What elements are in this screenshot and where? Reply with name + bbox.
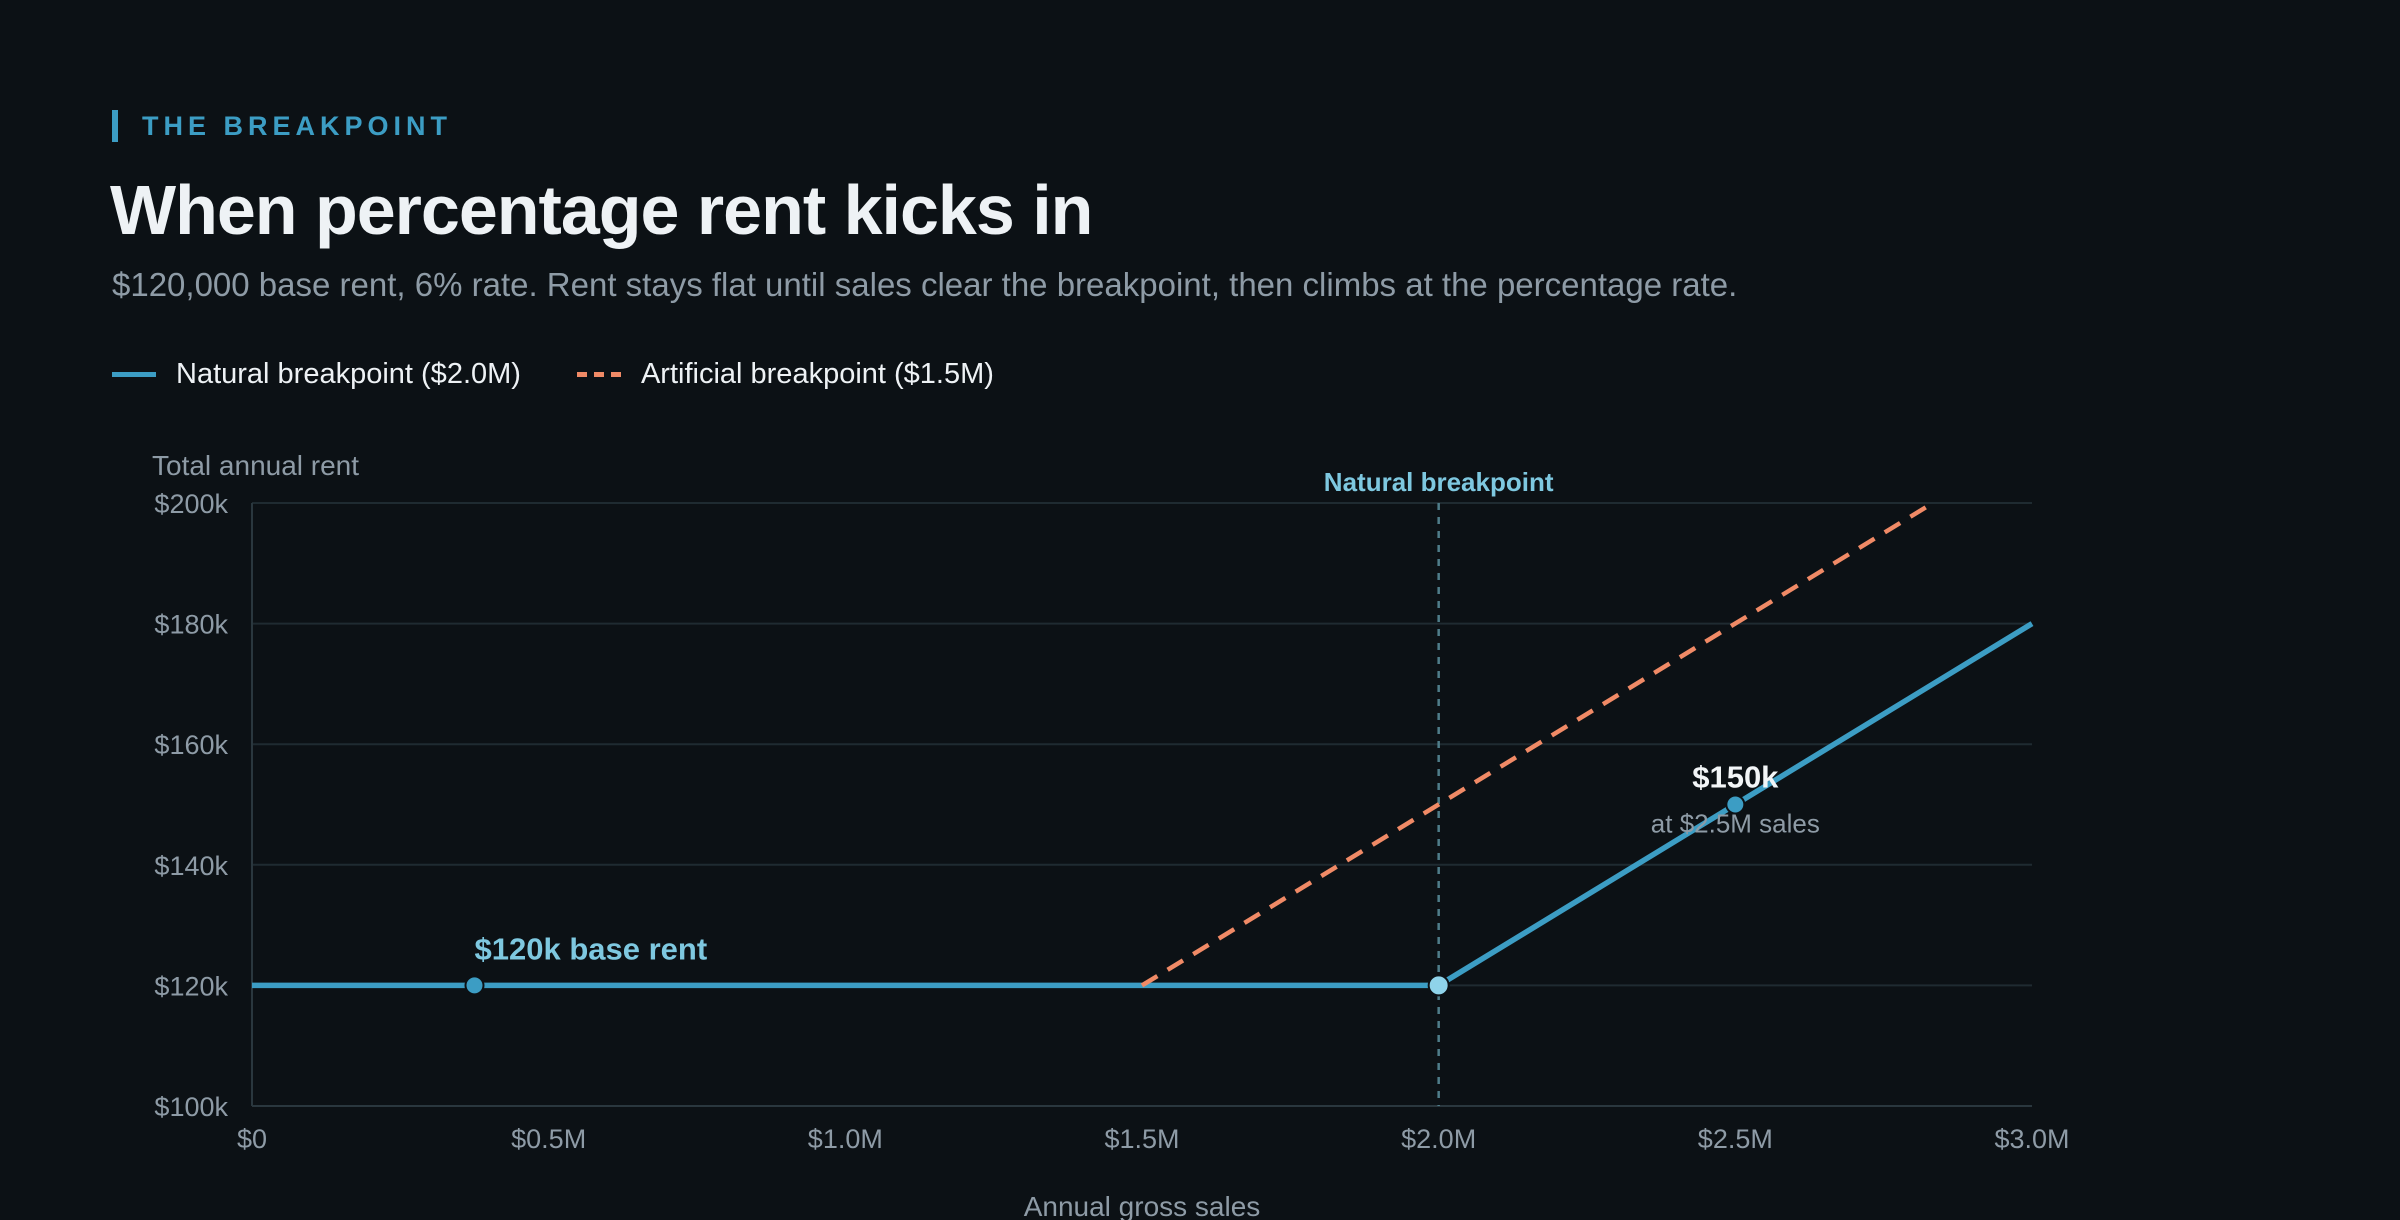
x-tick-label: $2.5M <box>1698 1124 1773 1154</box>
data-point <box>1427 974 1450 997</box>
legend-label: Artificial breakpoint ($1.5M) <box>640 358 994 390</box>
x-tick-label: $0 <box>237 1124 267 1154</box>
chart-title: When percentage rent kicks in <box>110 171 1093 249</box>
legend-swatch-solid <box>112 372 156 377</box>
value-annotation-sublabel: at $2.5M sales <box>1651 809 1820 839</box>
chart-subtitle: $120,000 base rent, 6% rate. Rent stays … <box>112 266 1738 303</box>
legend-item-natural: Natural breakpoint ($2.0M) <box>112 358 521 391</box>
y-tick-label: $160k <box>154 730 228 760</box>
legend: Natural breakpoint ($2.0M) Artificial br… <box>112 358 1050 391</box>
y-tick-label: $100k <box>154 1092 228 1122</box>
reference-line-label: Natural breakpoint <box>1324 467 1554 497</box>
y-tick-label: $180k <box>154 610 228 640</box>
legend-label: Natural breakpoint ($2.0M) <box>176 358 521 390</box>
series-line-artificial <box>1140 501 1935 988</box>
eyebrow-accent-bar <box>112 110 118 142</box>
eyebrow: THE BREAKPOINT <box>112 110 452 142</box>
x-tick-label: $1.5M <box>1104 1124 1179 1154</box>
x-tick-label: $3.0M <box>1994 1124 2069 1154</box>
x-tick-label: $0.5M <box>511 1124 586 1154</box>
x-tick-label: $1.0M <box>808 1124 883 1154</box>
y-tick-label: $140k <box>154 851 228 881</box>
value-annotation: $150k <box>1692 760 1779 795</box>
legend-swatch-dashed <box>576 372 621 377</box>
base-rent-annotation: $120k base rent <box>475 931 708 966</box>
data-point <box>1725 794 1746 815</box>
y-tick-label: $120k <box>154 971 228 1001</box>
y-axis-title: Total annual rent <box>152 450 359 481</box>
x-axis-title: Annual gross sales <box>1024 1191 1261 1220</box>
data-point <box>464 975 485 996</box>
y-tick-label: $200k <box>154 489 228 519</box>
eyebrow-label: THE BREAKPOINT <box>142 110 453 141</box>
legend-item-artificial: Artificial breakpoint ($1.5M) <box>576 358 994 391</box>
x-tick-label: $2.0M <box>1401 1124 1476 1154</box>
